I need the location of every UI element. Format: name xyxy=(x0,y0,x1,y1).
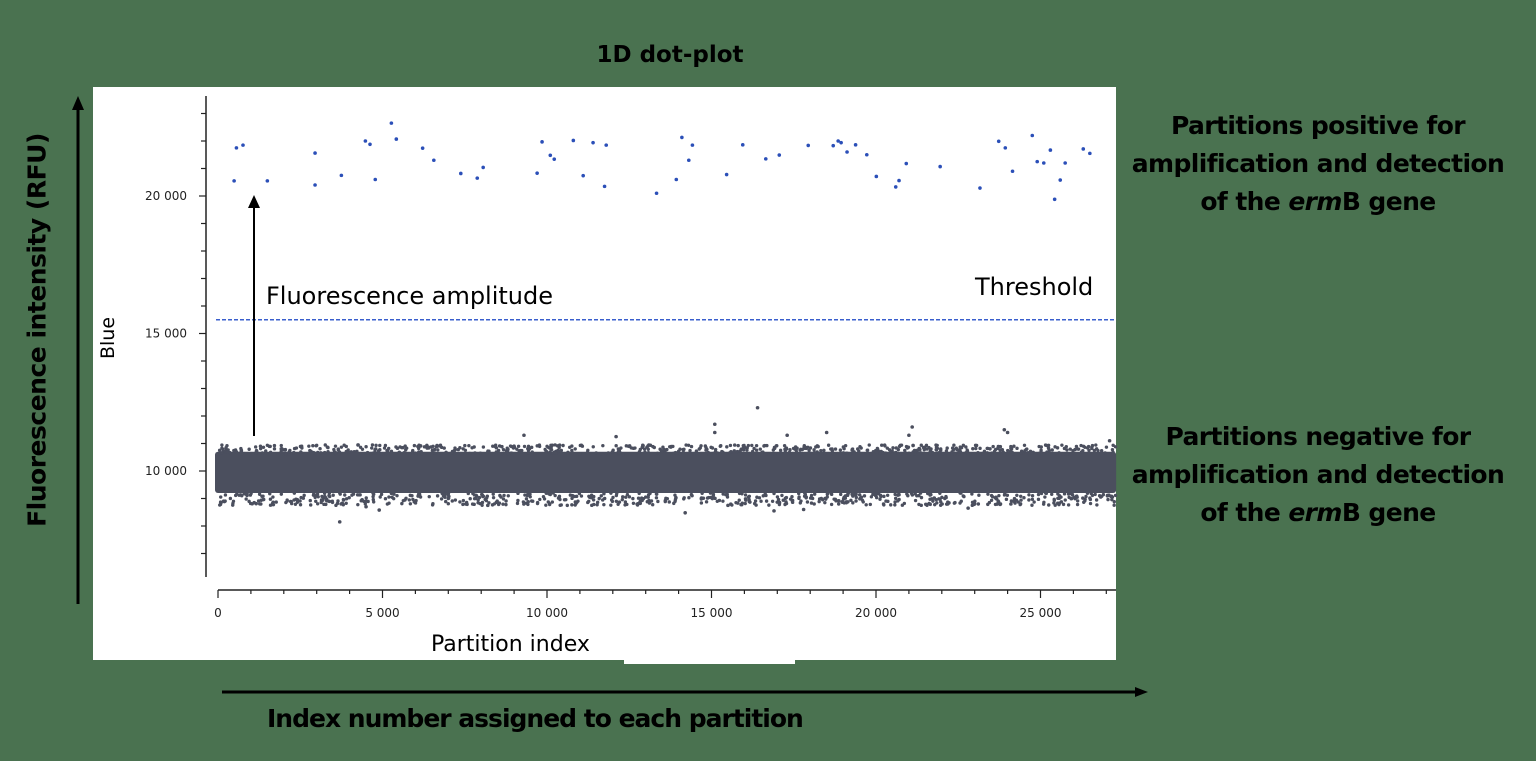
plot-y-label: Blue xyxy=(97,316,119,360)
negative-annotation-line2: amplification and detection xyxy=(1131,460,1505,489)
text: of the xyxy=(1200,187,1289,216)
negative-partitions-band xyxy=(215,443,1118,508)
plot-x-label: Partition index xyxy=(431,632,590,657)
outer-x-axis-title: Index number assigned to each partition xyxy=(267,704,804,733)
positive-annotation-line3: of the ermB gene xyxy=(1118,183,1518,221)
x-tick-label: 10 000 xyxy=(526,606,568,620)
threshold-label: Threshold xyxy=(975,273,1094,301)
negative-annotation: Partitions negative for amplification an… xyxy=(1118,418,1518,532)
y-tick-label: 10 000 xyxy=(145,464,187,478)
y-tick-label: 15 000 xyxy=(145,327,187,341)
gene-name-italic: erm xyxy=(1288,498,1342,527)
outer-y-axis-title: Fluorescence intensity (RFU) xyxy=(22,133,52,527)
positive-annotation-line2: amplification and detection xyxy=(1131,149,1505,178)
amplitude-arrow-icon xyxy=(248,195,260,436)
text: of the xyxy=(1200,498,1289,527)
x-tick-label: 15 000 xyxy=(691,606,733,620)
negative-partitions-outliers xyxy=(252,405,1112,524)
text: B gene xyxy=(1341,498,1436,527)
plot-panel-extension xyxy=(624,655,795,664)
chart-title: 1D dot-plot xyxy=(596,42,744,68)
amplitude-label: Fluorescence amplitude xyxy=(266,282,554,310)
x-tick-label: 5 000 xyxy=(365,606,399,620)
y-axis: 10 000 15 000 20 000 xyxy=(145,96,207,577)
x-tick-label: 25 000 xyxy=(1020,606,1062,620)
outer-y-arrow-icon xyxy=(72,96,84,604)
x-tick-label: 0 xyxy=(214,606,222,620)
y-tick-label: 20 000 xyxy=(145,189,187,203)
positive-annotation: Partitions positive for amplification an… xyxy=(1118,107,1518,221)
negative-annotation-line1: Partitions negative for xyxy=(1165,422,1471,451)
x-tick-label: 20 000 xyxy=(855,606,897,620)
negative-annotation-line3: of the ermB gene xyxy=(1118,494,1518,532)
x-axis: 0 5 000 10 000 15 000 20 000 25 000 xyxy=(214,589,1116,620)
positive-annotation-line1: Partitions positive for xyxy=(1170,111,1466,140)
text: B gene xyxy=(1341,187,1436,216)
positive-partitions-points xyxy=(232,121,1092,202)
plot-panel xyxy=(93,87,1116,660)
outer-x-arrow-icon xyxy=(222,687,1148,697)
gene-name-italic: erm xyxy=(1288,187,1342,216)
